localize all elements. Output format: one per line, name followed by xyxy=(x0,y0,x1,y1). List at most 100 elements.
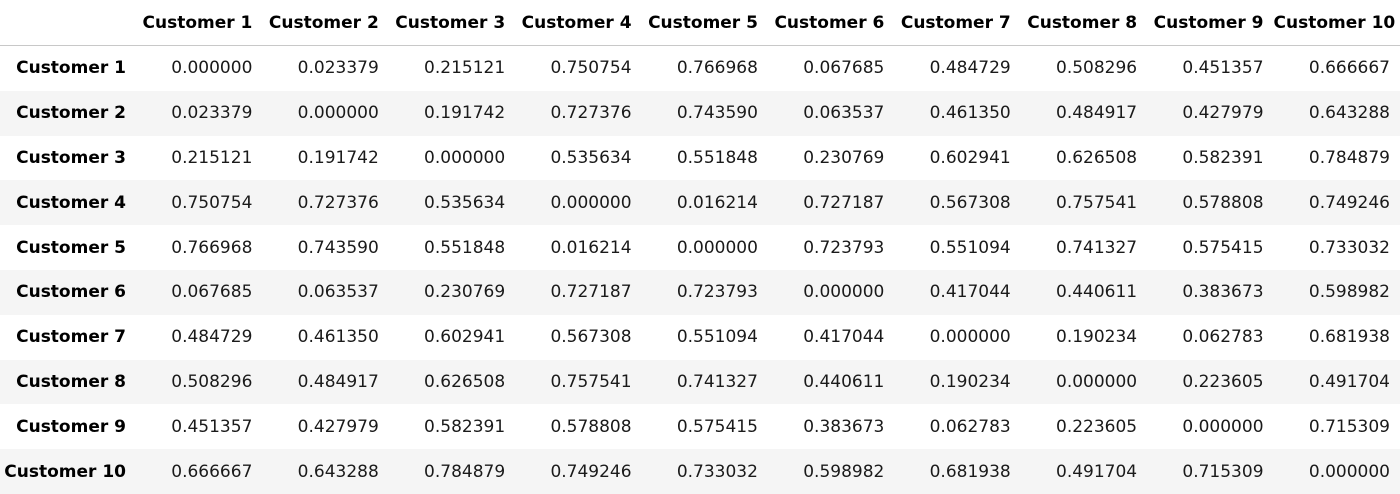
table-row: Customer 6 0.067685 0.063537 0.230769 0.7271… xyxy=(0,269,1400,315)
table-cell: 0.784879 xyxy=(424,461,506,482)
column-header: Customer 9 xyxy=(1147,0,1274,46)
corner-cell xyxy=(0,0,136,46)
table-cell: 0.016214 xyxy=(676,192,758,213)
table-cell: 0.715309 xyxy=(1308,416,1390,437)
table-cell: 0.575415 xyxy=(1182,237,1264,258)
table-cell: 0.727376 xyxy=(550,103,632,124)
row-label: Customer 5 xyxy=(16,237,126,258)
table-cell: 0.749246 xyxy=(1308,192,1390,213)
table-cell: 0.000000 xyxy=(676,237,758,258)
table-cell: 0.733032 xyxy=(1308,237,1390,258)
table-cell: 0.427979 xyxy=(297,416,379,437)
table-cell: 0.491704 xyxy=(1056,461,1138,482)
table-header: Customer 1 Customer 2 Customer 3 Customer 4… xyxy=(0,0,1400,46)
table-cell: 0.535634 xyxy=(424,192,506,213)
table-cell: 0.723793 xyxy=(803,237,885,258)
table-row: Customer 2 0.023379 0.000000 0.191742 0.7273… xyxy=(0,90,1400,136)
table-row: Customer 10 0.666667 0.643288 0.784879 0.749… xyxy=(0,449,1400,494)
table-cell: 0.750754 xyxy=(171,192,253,213)
table-cell: 0.743590 xyxy=(297,237,379,258)
table-cell: 0.766968 xyxy=(171,237,253,258)
table-cell: 0.461350 xyxy=(929,103,1011,124)
table-cell: 0.723793 xyxy=(676,282,758,303)
table-cell: 0.427979 xyxy=(1182,103,1264,124)
table-cell: 0.063537 xyxy=(297,282,379,303)
table-cell: 0.000000 xyxy=(171,58,253,79)
table-cell: 0.191742 xyxy=(424,103,506,124)
column-header: Customer 3 xyxy=(388,0,516,46)
table-cell: 0.626508 xyxy=(1056,147,1138,168)
table-cell: 0.484917 xyxy=(1056,103,1138,124)
table-cell: 0.383673 xyxy=(803,416,885,437)
table-cell: 0.666667 xyxy=(1308,58,1390,79)
table-cell: 0.567308 xyxy=(929,192,1011,213)
table-row: Customer 7 0.484729 0.461350 0.602941 0.5673… xyxy=(0,314,1400,360)
table-cell: 0.681938 xyxy=(1308,327,1390,348)
table-cell: 0.000000 xyxy=(297,103,379,124)
table-cell: 0.461350 xyxy=(297,327,379,348)
table-cell: 0.062783 xyxy=(929,416,1011,437)
table-cell: 0.016214 xyxy=(550,237,632,258)
table-cell: 0.063537 xyxy=(803,103,885,124)
table-cell: 0.000000 xyxy=(929,327,1011,348)
column-header: Customer 6 xyxy=(767,0,895,46)
table-cell: 0.727187 xyxy=(803,192,885,213)
row-label: Customer 9 xyxy=(16,416,126,437)
table-cell: 0.383673 xyxy=(1182,282,1264,303)
column-header: Customer 2 xyxy=(262,0,389,46)
table-row: Customer 8 0.508296 0.484917 0.626508 0.7575… xyxy=(0,359,1400,405)
row-label: Customer 7 xyxy=(16,327,126,348)
table-cell: 0.551094 xyxy=(676,327,758,348)
table-cell: 0.190234 xyxy=(1056,327,1138,348)
table-cell: 0.440611 xyxy=(1056,282,1138,303)
table-cell: 0.743590 xyxy=(676,103,758,124)
table-cell: 0.067685 xyxy=(171,282,253,303)
column-header: Customer 7 xyxy=(894,0,1021,46)
table-cell: 0.484917 xyxy=(297,371,379,392)
row-label: Customer 8 xyxy=(16,371,126,392)
table-cell: 0.484729 xyxy=(171,327,253,348)
table-cell: 0.598982 xyxy=(803,461,885,482)
row-label: Customer 2 xyxy=(16,103,126,124)
table-cell: 0.215121 xyxy=(424,58,506,79)
table-cell: 0.023379 xyxy=(297,58,379,79)
table-cell: 0.727187 xyxy=(550,282,632,303)
table-cell: 0.757541 xyxy=(550,371,632,392)
table-cell: 0.215121 xyxy=(171,147,253,168)
table-cell: 0.417044 xyxy=(929,282,1011,303)
row-label: Customer 4 xyxy=(16,192,126,213)
table-cell: 0.626508 xyxy=(424,371,506,392)
table-cell: 0.551848 xyxy=(424,237,506,258)
table-cell: 0.578808 xyxy=(1182,192,1264,213)
table-cell: 0.598982 xyxy=(1308,282,1390,303)
table-cell: 0.578808 xyxy=(550,416,632,437)
table-cell: 0.749246 xyxy=(550,461,632,482)
table-cell: 0.715309 xyxy=(1182,461,1264,482)
table-cell: 0.223605 xyxy=(1056,416,1138,437)
table-cell: 0.484729 xyxy=(929,58,1011,79)
table-row: Customer 3 0.215121 0.191742 0.000000 0.5356… xyxy=(0,135,1400,181)
table-cell: 0.727376 xyxy=(297,192,379,213)
row-label: Customer 6 xyxy=(16,282,126,303)
row-label: Customer 1 xyxy=(16,58,126,79)
table-cell: 0.230769 xyxy=(803,147,885,168)
table-cell: 0.191742 xyxy=(297,147,379,168)
table-cell: 0.223605 xyxy=(1182,371,1264,392)
table-cell: 0.575415 xyxy=(676,416,758,437)
table-cell: 0.440611 xyxy=(803,371,885,392)
table-cell: 0.666667 xyxy=(171,461,253,482)
table-row: Customer 9 0.451357 0.427979 0.582391 0.5788… xyxy=(0,404,1400,450)
table-cell: 0.741327 xyxy=(676,371,758,392)
column-header: Customer 4 xyxy=(515,0,642,46)
table-cell: 0.190234 xyxy=(929,371,1011,392)
table-cell: 0.643288 xyxy=(297,461,379,482)
table-cell: 0.535634 xyxy=(550,147,632,168)
table-cell: 0.643288 xyxy=(1308,103,1390,124)
column-header: Customer 5 xyxy=(641,0,768,46)
table-cell: 0.000000 xyxy=(1056,371,1138,392)
header-row: Customer 1 Customer 2 Customer 3 Customer 4… xyxy=(0,0,1400,46)
table-cell: 0.766968 xyxy=(676,58,758,79)
table-cell: 0.023379 xyxy=(171,103,253,124)
table-cell: 0.757541 xyxy=(1056,192,1138,213)
